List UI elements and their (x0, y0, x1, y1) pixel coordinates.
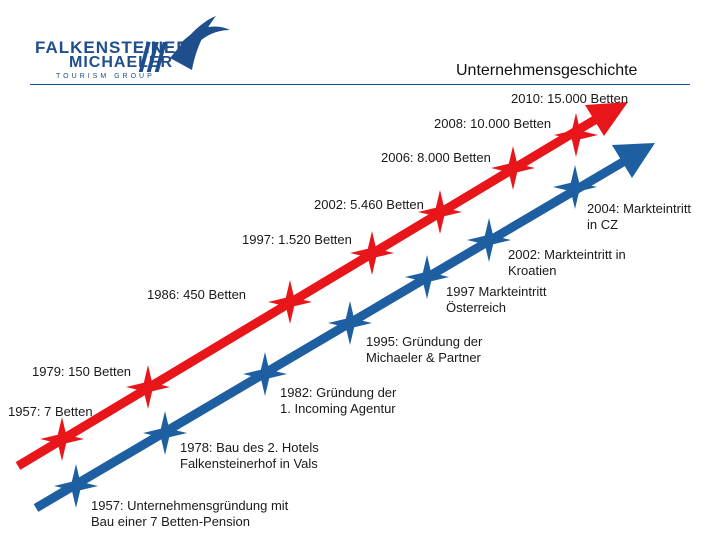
blue-label-1978: 1978: Bau des 2. Hotels Falkensteinerhof… (180, 440, 319, 472)
red-arrowhead (585, 102, 628, 136)
blue-label-2002: 2002: Markteintritt in Kroatien (508, 247, 626, 279)
logo-bars (138, 42, 167, 72)
blue-label-2004-line1: 2004: Markteintritt (587, 201, 692, 216)
red-milestone-star-5 (491, 146, 535, 190)
red-milestone-star-0 (40, 417, 84, 461)
blue-label-2004-line2: in CZ (587, 217, 619, 232)
red-milestone-star-4 (418, 190, 462, 234)
page-title: Unternehmensgeschichte (456, 62, 638, 79)
blue-milestone-star-3 (328, 301, 372, 345)
bird-icon (170, 16, 230, 70)
blue-timeline-line (33, 158, 626, 512)
blue-label-1957: 1957: Unternehmensgründung mit Bau einer… (91, 498, 288, 530)
logo-text-falkensteiner: FALKENSTEINER (35, 38, 190, 57)
red-label-2006: 2006: 8.000 Betten (381, 150, 491, 165)
blue-label-1995-line2: Michaeler & Partner (366, 350, 481, 365)
red-label-2010: 2010: 15.000 Betten (511, 91, 629, 106)
blue-label-2002-line1: 2002: Markteintritt in (508, 247, 626, 262)
blue-label-1997-line2: Österreich (446, 300, 506, 315)
blue-label-1997: 1997 Markteintritt Österreich (446, 284, 546, 316)
blue-label-1982: 1982: Gründung der 1. Incoming Agentur (280, 385, 396, 417)
red-milestone-star-1 (126, 365, 170, 409)
blue-milestone-star-6 (553, 165, 597, 209)
blue-label-1978-line2: Falkensteinerhof in Vals (180, 456, 318, 471)
logo-text-michaeler: MICHAELER (69, 54, 174, 71)
red-label-1986: 1986: 450 Betten (147, 287, 247, 302)
blue-label-1995: 1995: Gründung der Michaeler & Partner (366, 334, 482, 366)
red-milestone-star-3 (350, 231, 394, 275)
title-divider (30, 84, 690, 85)
blue-milestone-star-1 (143, 411, 187, 455)
red-label-2002: 2002: 5.460 Betten (314, 197, 424, 212)
red-label-1997: 1997: 1.520 Betten (242, 232, 352, 247)
blue-milestone-star-5 (467, 218, 511, 262)
red-timeline-line (15, 114, 601, 470)
blue-label-1997-line1: 1997 Markteintritt (446, 284, 547, 299)
blue-milestone-star-0 (54, 464, 98, 508)
blue-label-1978-line1: 1978: Bau des 2. Hotels (180, 440, 319, 455)
blue-label-1982-line2: 1. Incoming Agentur (280, 401, 396, 416)
red-label-2008: 2008: 10.000 Betten (434, 116, 552, 131)
red-label-1957: 1957: 7 Betten (8, 404, 93, 419)
logo-text-tourism-group: TOURISM GROUP (56, 73, 155, 80)
blue-arrowhead (612, 143, 655, 178)
blue-milestones (54, 165, 597, 508)
red-milestone-star-2 (268, 280, 312, 324)
red-milestones (40, 113, 598, 461)
blue-label-1957-line1: 1957: Unternehmensgründung mit (91, 498, 289, 513)
blue-label-2002-line2: Kroatien (508, 263, 557, 278)
blue-label-1957-line2: Bau einer 7 Betten-Pension (91, 514, 250, 529)
blue-label-1982-line1: 1982: Gründung der (280, 385, 397, 400)
red-label-1979: 1979: 150 Betten (32, 364, 132, 379)
blue-label-1995-line1: 1995: Gründung der (366, 334, 483, 349)
blue-label-2004: 2004: Markteintritt in CZ (587, 201, 691, 233)
blue-milestone-star-2 (243, 352, 287, 396)
red-milestone-star-6 (554, 113, 598, 157)
blue-milestone-star-4 (405, 255, 449, 299)
